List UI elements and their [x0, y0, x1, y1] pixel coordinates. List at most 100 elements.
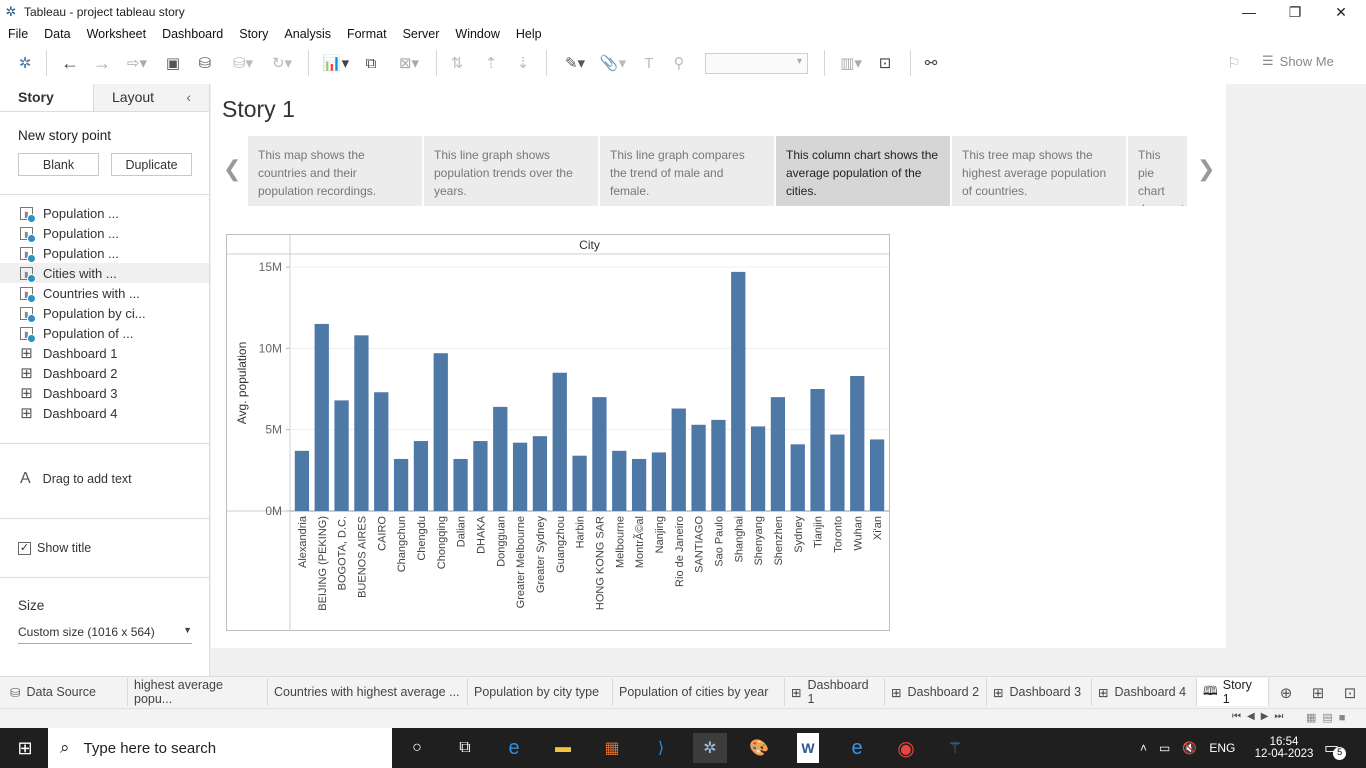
- edge-icon[interactable]: e: [851, 736, 863, 759]
- bar[interactable]: [750, 426, 766, 511]
- sheet-list-item[interactable]: ⊞ Dashboard 2: [0, 363, 209, 383]
- word-icon[interactable]: W: [797, 733, 819, 763]
- bar[interactable]: [731, 271, 746, 511]
- tableau-taskbar-icon[interactable]: ✲: [693, 733, 727, 763]
- tab-story-1[interactable]: 🕮 Story 1: [1197, 678, 1269, 706]
- next-point-icon[interactable]: ❯: [1197, 156, 1216, 181]
- size-dropdown[interactable]: Custom size (1016 x 564) ▼: [18, 625, 192, 644]
- story-point-3[interactable]: This line graph compares the trend of ma…: [600, 136, 774, 206]
- story-point-2[interactable]: This line graph shows population trends …: [424, 136, 598, 206]
- bar[interactable]: [393, 458, 409, 511]
- bar[interactable]: [512, 442, 528, 511]
- sheet-list-item[interactable]: ▮ Cities with ...: [0, 263, 209, 283]
- chevron-up-icon[interactable]: ˄: [1140, 741, 1148, 755]
- menu-window[interactable]: Window: [455, 27, 500, 41]
- volume-muted-icon[interactable]: 🔇: [1182, 741, 1198, 755]
- tab-dashboard-1[interactable]: ⊞ Dashboard 1: [785, 678, 885, 706]
- story-point-1[interactable]: This map shows the countries and their p…: [248, 136, 422, 206]
- sheet-list-item[interactable]: ⊞ Dashboard 3: [0, 383, 209, 403]
- bar[interactable]: [790, 444, 805, 511]
- presentation-mode-icon[interactable]: ⊡: [878, 55, 892, 72]
- bar[interactable]: [671, 408, 686, 511]
- menu-worksheet[interactable]: Worksheet: [86, 27, 147, 41]
- sheet-list-item[interactable]: ⊞ Dashboard 4: [0, 403, 209, 423]
- restore-button[interactable]: ❐: [1288, 3, 1302, 20]
- tab-sheet-2[interactable]: Countries with highest average ...: [268, 678, 468, 706]
- bar[interactable]: [453, 458, 468, 511]
- bar[interactable]: [413, 441, 429, 511]
- tab-story[interactable]: Story: [0, 84, 72, 111]
- sheet-list-item[interactable]: ⊞ Dashboard 1: [0, 343, 209, 363]
- story-title[interactable]: Story 1: [222, 96, 295, 122]
- undo-icon[interactable]: ←: [61, 52, 79, 73]
- menu-format[interactable]: Format: [346, 27, 387, 41]
- ie-browser-icon[interactable]: e: [508, 736, 520, 759]
- story-point-4[interactable]: This column chart shows the average popu…: [776, 136, 950, 206]
- labels-icon[interactable]: T: [644, 54, 654, 72]
- bar[interactable]: [314, 323, 329, 511]
- share-icon[interactable]: ⚯: [924, 55, 938, 72]
- swap-icon[interactable]: ⇅: [450, 55, 464, 72]
- bar[interactable]: [651, 452, 667, 511]
- sheet-list-item[interactable]: ▮ Population ...: [0, 203, 209, 223]
- show-me-button[interactable]: ☰ Show Me: [1262, 53, 1334, 69]
- paint-icon[interactable]: 🎨: [749, 740, 769, 757]
- tab-dashboard-4[interactable]: ⊞ Dashboard 4: [1092, 678, 1197, 706]
- bar[interactable]: [552, 372, 567, 511]
- menu-story[interactable]: Story: [239, 27, 269, 41]
- fit-dropdown[interactable]: [705, 53, 808, 74]
- collapse-panel-icon[interactable]: ‹: [186, 89, 191, 105]
- format-painter-icon[interactable]: ⚐: [1227, 55, 1241, 72]
- taskbar-search[interactable]: ⌕ Type here to search: [48, 728, 392, 768]
- redo-icon[interactable]: →: [93, 52, 111, 73]
- clock[interactable]: 16:54 12-04-2023: [1252, 728, 1316, 768]
- tab-sheet-4[interactable]: Population of cities by year: [613, 678, 785, 706]
- bar[interactable]: [711, 419, 726, 511]
- tab-navigation-icons[interactable]: ⏮◀▶⏭: [1232, 711, 1290, 722]
- view-mode-icons[interactable]: ▦▤■: [1306, 712, 1352, 724]
- winrar-icon[interactable]: ▦: [604, 740, 620, 757]
- bar[interactable]: [334, 400, 349, 511]
- file-explorer-icon[interactable]: ▬: [555, 739, 571, 756]
- clear-sheet-icon[interactable]: ⊠▾: [398, 55, 420, 72]
- task-view-icon[interactable]: ⧉: [459, 739, 471, 756]
- new-datasource-icon[interactable]: ⛁: [198, 55, 212, 72]
- tab-dashboard-3[interactable]: ⊞ Dashboard 3: [987, 678, 1092, 706]
- group-icon[interactable]: 📎▾: [599, 55, 627, 72]
- bar[interactable]: [433, 353, 448, 511]
- bar[interactable]: [850, 375, 865, 511]
- tab-dashboard-2[interactable]: ⊞ Dashboard 2: [885, 678, 987, 706]
- bar[interactable]: [691, 424, 706, 511]
- pin-icon[interactable]: ⚲: [673, 55, 685, 72]
- new-worksheet-tab-icon[interactable]: ⊕: [1279, 685, 1293, 702]
- tableau-home-icon[interactable]: ✲: [18, 55, 32, 72]
- replay-icon[interactable]: ⇨▾: [126, 55, 148, 72]
- previous-point-icon[interactable]: ❮: [223, 156, 242, 181]
- bar[interactable]: [810, 389, 825, 511]
- bar[interactable]: [770, 397, 786, 511]
- highlight-icon[interactable]: ✎▾: [564, 55, 586, 72]
- windows-start-icon[interactable]: ⊞: [17, 737, 33, 758]
- drag-text-object[interactable]: A Drag to add text: [0, 470, 209, 488]
- chrome-icon[interactable]: ◉: [897, 737, 915, 760]
- bar[interactable]: [612, 450, 627, 511]
- minimize-button[interactable]: —: [1242, 4, 1256, 20]
- tab-sheet-3[interactable]: Population by city type: [468, 678, 613, 706]
- menu-server[interactable]: Server: [402, 27, 440, 41]
- refresh-icon[interactable]: ↻▾: [271, 55, 293, 72]
- pause-updates-icon[interactable]: ⛁▾: [232, 55, 254, 72]
- new-worksheet-icon[interactable]: 📊▾: [322, 55, 350, 72]
- show-cards-icon[interactable]: ▥▾: [840, 55, 862, 72]
- notification-center-icon[interactable]: ▭ 5: [1324, 728, 1347, 768]
- story-point-6[interactable]: This pie chart demonstrates population: [1128, 136, 1187, 206]
- duplicate-button[interactable]: Duplicate: [111, 153, 192, 176]
- tab-sheet-1[interactable]: highest average popu...: [128, 678, 268, 706]
- close-button[interactable]: ✕: [1335, 3, 1347, 20]
- sheet-list-item[interactable]: ▮ Population of ...: [0, 323, 209, 343]
- duplicate-sheet-icon[interactable]: ⧉: [365, 54, 377, 72]
- bar[interactable]: [493, 406, 508, 511]
- bar[interactable]: [532, 436, 548, 511]
- menu-dashboard[interactable]: Dashboard: [162, 27, 224, 41]
- network-icon[interactable]: ▭: [1159, 741, 1171, 755]
- bar[interactable]: [294, 450, 310, 511]
